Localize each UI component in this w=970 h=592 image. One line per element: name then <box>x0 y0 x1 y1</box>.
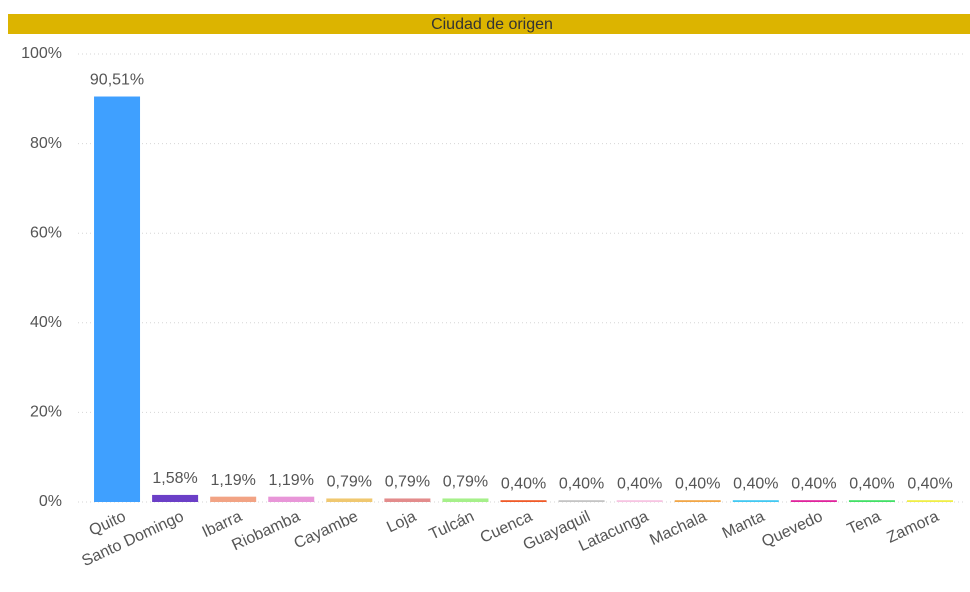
value-label: 0,40% <box>733 475 778 492</box>
value-label: 0,79% <box>327 474 372 491</box>
y-tick-label: 100% <box>21 45 62 62</box>
x-tick-label: Zamora <box>884 508 941 547</box>
bar <box>210 496 257 502</box>
value-label: 0,40% <box>559 475 604 492</box>
bar <box>732 500 779 502</box>
bar <box>500 500 547 502</box>
bar <box>268 496 315 502</box>
y-tick-label: 40% <box>30 314 62 331</box>
bar <box>558 500 605 502</box>
bar <box>94 96 141 502</box>
y-tick-label: 80% <box>30 135 62 152</box>
value-label: 0,40% <box>849 475 894 492</box>
x-tick-label: Santo Domingo <box>79 508 186 570</box>
bar <box>326 498 373 502</box>
bar <box>790 500 837 502</box>
x-tick-label: Loja <box>384 508 419 536</box>
value-label: 90,51% <box>90 72 144 89</box>
y-tick-label: 20% <box>30 404 62 421</box>
x-tick-label: Tulcán <box>427 508 477 543</box>
bar <box>616 500 663 502</box>
bar <box>674 500 721 502</box>
title-bar <box>8 14 970 34</box>
bar <box>907 500 954 502</box>
x-tick-label: Cayambe <box>292 508 361 552</box>
x-tick-label: Quevedo <box>759 508 825 551</box>
value-label: 1,19% <box>269 472 314 489</box>
value-label: 0,79% <box>385 474 430 491</box>
value-label: 0,40% <box>791 475 836 492</box>
value-label: 0,40% <box>617 475 662 492</box>
bar <box>152 494 199 502</box>
value-label: 0,40% <box>907 475 952 492</box>
bar <box>384 498 431 502</box>
value-label: 1,58% <box>152 470 197 487</box>
value-label: 0,40% <box>675 475 720 492</box>
x-tick-label: Tena <box>845 508 884 538</box>
y-tick-label: 0% <box>39 493 62 510</box>
bar <box>442 498 489 502</box>
value-label: 0,40% <box>501 475 546 492</box>
value-label: 1,19% <box>210 472 255 489</box>
y-tick-label: 60% <box>30 224 62 241</box>
chart-title: Ciudad de origen <box>431 16 553 33</box>
bar <box>848 500 895 502</box>
value-label: 0,79% <box>443 474 488 491</box>
x-tick-label: Machala <box>647 508 709 549</box>
